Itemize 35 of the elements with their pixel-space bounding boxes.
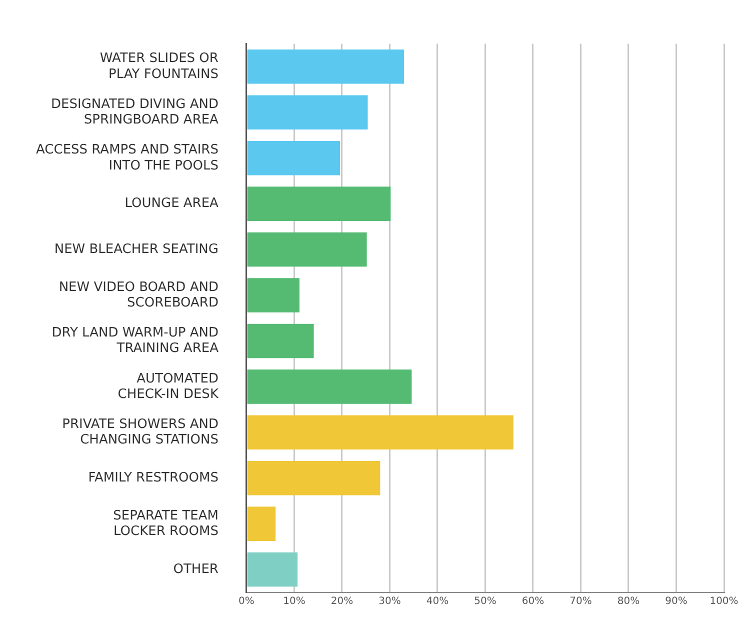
- bar: [247, 415, 514, 450]
- bar: [247, 186, 391, 221]
- bar: [247, 324, 314, 358]
- y-tick-label: FAMILY RESTROOMS: [88, 470, 218, 486]
- y-tick-label: LOUNGE AREA: [124, 196, 219, 212]
- bar: [247, 370, 412, 404]
- y-tick-label: DRY LAND WARM-UP AND TRAINING AREA: [52, 326, 219, 356]
- bar: [247, 95, 368, 130]
- y-tick-label: WATER SLIDES OR PLAY FOUNTAINS: [100, 51, 218, 82]
- x-tick-label: 80%: [617, 596, 640, 607]
- bar: [247, 460, 380, 496]
- x-tick-label: 40%: [426, 596, 449, 607]
- x-tick-label: 0%: [238, 596, 254, 607]
- y-tick-label: PRIVATE SHOWERS AND CHANGING STATIONS: [62, 416, 218, 448]
- y-tick-label: NEW BLEACHER SEATING: [54, 242, 218, 257]
- y-tick-label: NEW VIDEO BOARD AND SCOREBOARD: [58, 280, 218, 310]
- x-tick-label: 10%: [283, 596, 306, 607]
- y-tick-label: AUTOMATED CHECK-IN DESK: [118, 371, 219, 402]
- y-tick-label: SEPARATE TEAM LOCKER ROOMS: [113, 508, 218, 539]
- x-tick-label: 50%: [474, 596, 496, 607]
- bar: [247, 552, 298, 587]
- x-tick-label: 70%: [570, 596, 592, 607]
- x-tick-label: 100%: [710, 596, 738, 607]
- bar: [247, 232, 367, 267]
- bar: [247, 278, 300, 312]
- y-tick-label: ACCESS RAMPS AND STAIRS INTO THE POOLS: [36, 142, 218, 174]
- x-tick-label: 30%: [378, 596, 401, 607]
- bar: [247, 506, 276, 541]
- x-tick-label: 90%: [665, 596, 688, 607]
- x-tick-label: 20%: [330, 596, 354, 607]
- bar: [247, 50, 404, 84]
- y-tick-label: DESIGNATED DIVING AND SPRINGBOARD AREA: [51, 96, 219, 128]
- bar: [247, 140, 340, 176]
- y-tick-label: OTHER: [173, 562, 218, 577]
- x-tick-label: 60%: [522, 596, 544, 607]
